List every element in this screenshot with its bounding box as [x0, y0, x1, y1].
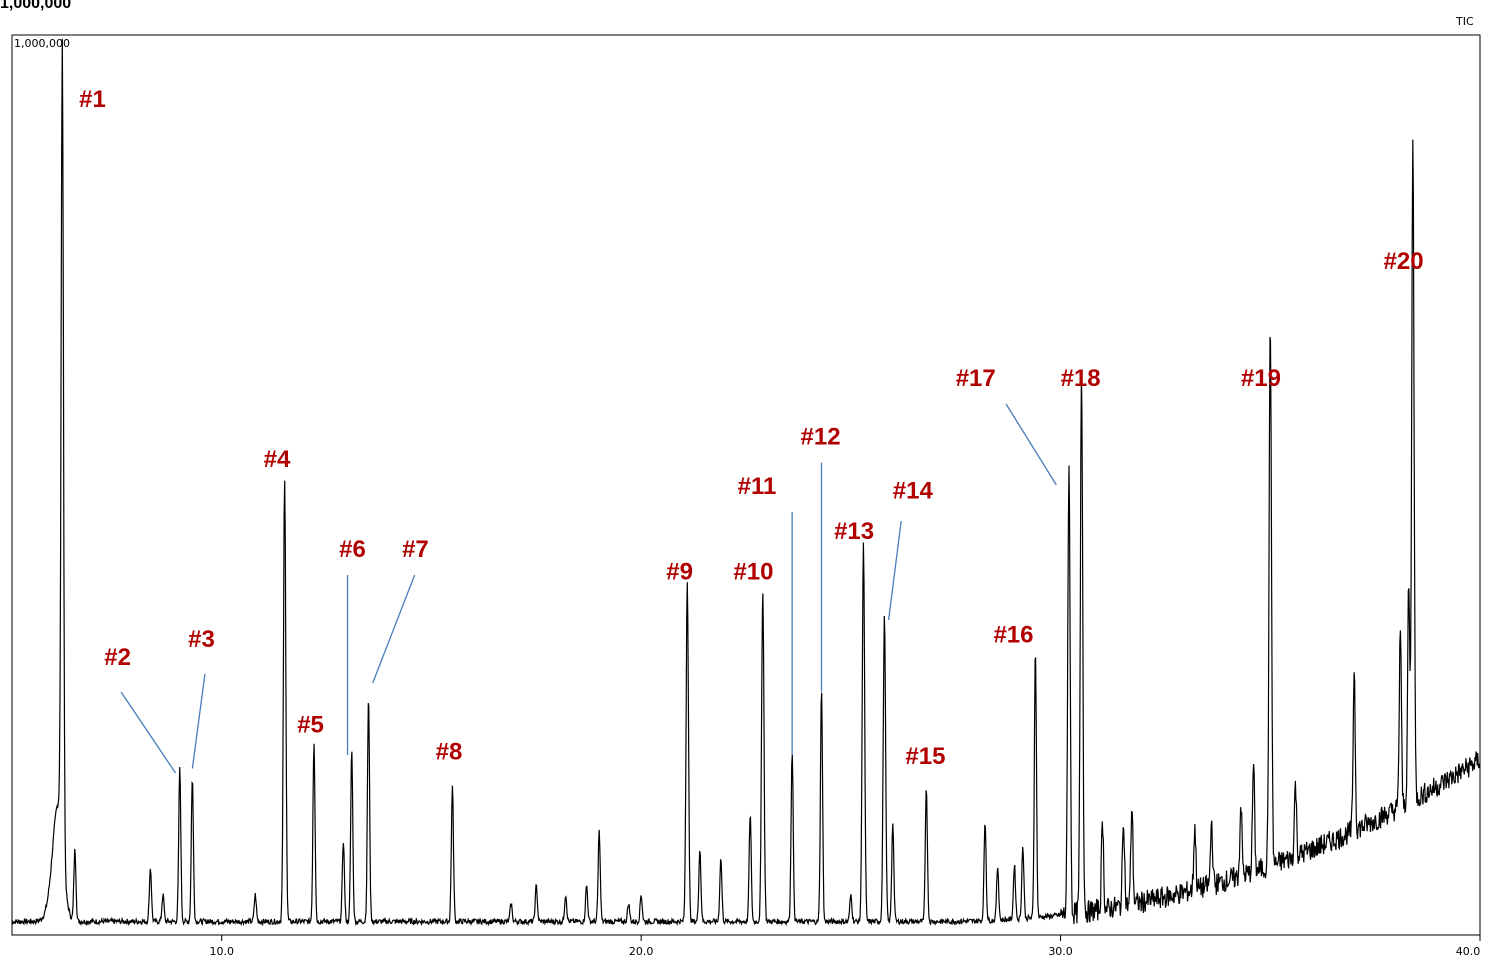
peak-annotations: #1 #2 #3 #4 #5 #6 #7 #8 #9 #10 #11 #12 #13 #14 #15 #16 #… [79, 86, 1424, 774]
peak-label: #19 [1241, 365, 1281, 392]
peak-label: #16 [993, 622, 1033, 649]
x-tick-label: 40.0 [1456, 945, 1481, 958]
plot-max-label: 1,000,000 [14, 37, 70, 50]
peak-leader-line [1005, 403, 1057, 486]
peak-label: #13 [834, 518, 874, 545]
peak-label: #5 [297, 712, 324, 739]
peak-label: #17 [956, 365, 996, 392]
peak-label: #11 [738, 473, 777, 500]
x-tick-label: 30.0 [1048, 945, 1073, 958]
peak-leader-line [191, 673, 206, 769]
peak-label: #15 [905, 743, 945, 770]
peak-label: #9 [666, 559, 693, 586]
x-tick-label: 10.0 [209, 945, 234, 958]
peak-label: #6 [339, 536, 366, 563]
peak-label: #18 [1061, 365, 1101, 392]
peak-label: #3 [188, 626, 215, 653]
peak-label: #10 [733, 559, 773, 586]
tic-trace [11, 38, 1481, 927]
peak-label: #1 [79, 86, 106, 113]
x-tick-label: 20.0 [629, 945, 654, 958]
peak-label: #7 [402, 536, 429, 563]
peak-label: #2 [104, 644, 131, 671]
peak-leader-line [887, 520, 902, 621]
peak-leader-line [120, 691, 177, 774]
tic-label: TIC [1455, 15, 1474, 28]
peak-label: #8 [436, 739, 463, 766]
peak-label: #14 [893, 478, 934, 505]
peak-label: #4 [264, 446, 291, 473]
y-max-label: 1,000,000 [0, 0, 71, 12]
x-axis: 10.0 20.0 30.0 40.0 [209, 935, 1481, 958]
plot-frame [11, 34, 1481, 936]
peak-label: #12 [801, 424, 841, 451]
peak-leader-line [372, 574, 416, 684]
peak-label: #20 [1384, 248, 1424, 275]
